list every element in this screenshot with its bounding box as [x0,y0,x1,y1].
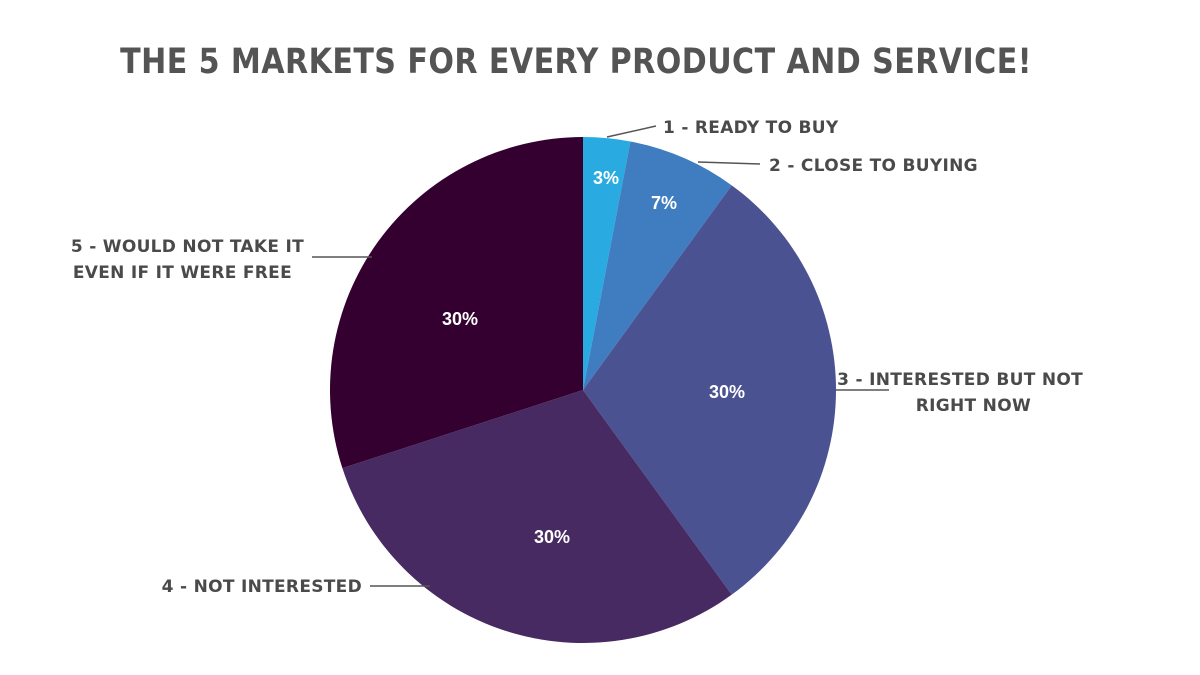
slice-category-label-line: 1 - READY TO BUY [663,118,839,138]
slice-value-label: 7% [651,193,677,213]
slice-category-label: 1 - READY TO BUY [663,118,839,138]
pie-slice [583,141,732,390]
slice-category-label: 5 - WOULD NOT TAKE IT EVEN IF IT WERE FRE… [71,237,304,283]
slice-category-label-line: 5 - WOULD NOT TAKE IT [71,237,304,257]
leader-line [697,161,761,165]
slice-category-label-line: EVEN IF IT WERE FREE [73,263,292,283]
pie-slice [583,137,631,390]
pie-slice [583,185,836,595]
slice-category-label: 3 - INTERESTED BUT NOT RIGHT NOW [837,370,1083,416]
leader-line [606,125,657,138]
slice-value-label: 3% [593,168,619,188]
slice-category-label-line: 2 - CLOSE TO BUYING [769,156,978,176]
slice-category-label-line: RIGHT NOW [916,396,1031,416]
slice-value-label: 30% [534,527,570,547]
slice-category-label-line: 3 - INTERESTED BUT NOT [837,370,1083,390]
pie-slice [342,390,732,643]
chart-title: THE 5 MARKETS FOR EVERY PRODUCT AND SERV… [120,42,1032,82]
slice-category-label: 2 - CLOSE TO BUYING [769,156,978,176]
pie-slice [329,137,583,469]
slice-category-label-line: 4 - NOT INTERESTED [162,577,362,597]
slice-category-label: 4 - NOT INTERESTED [162,577,362,597]
slice-value-label: 30% [442,309,478,329]
slice-value-label: 30% [709,382,745,402]
